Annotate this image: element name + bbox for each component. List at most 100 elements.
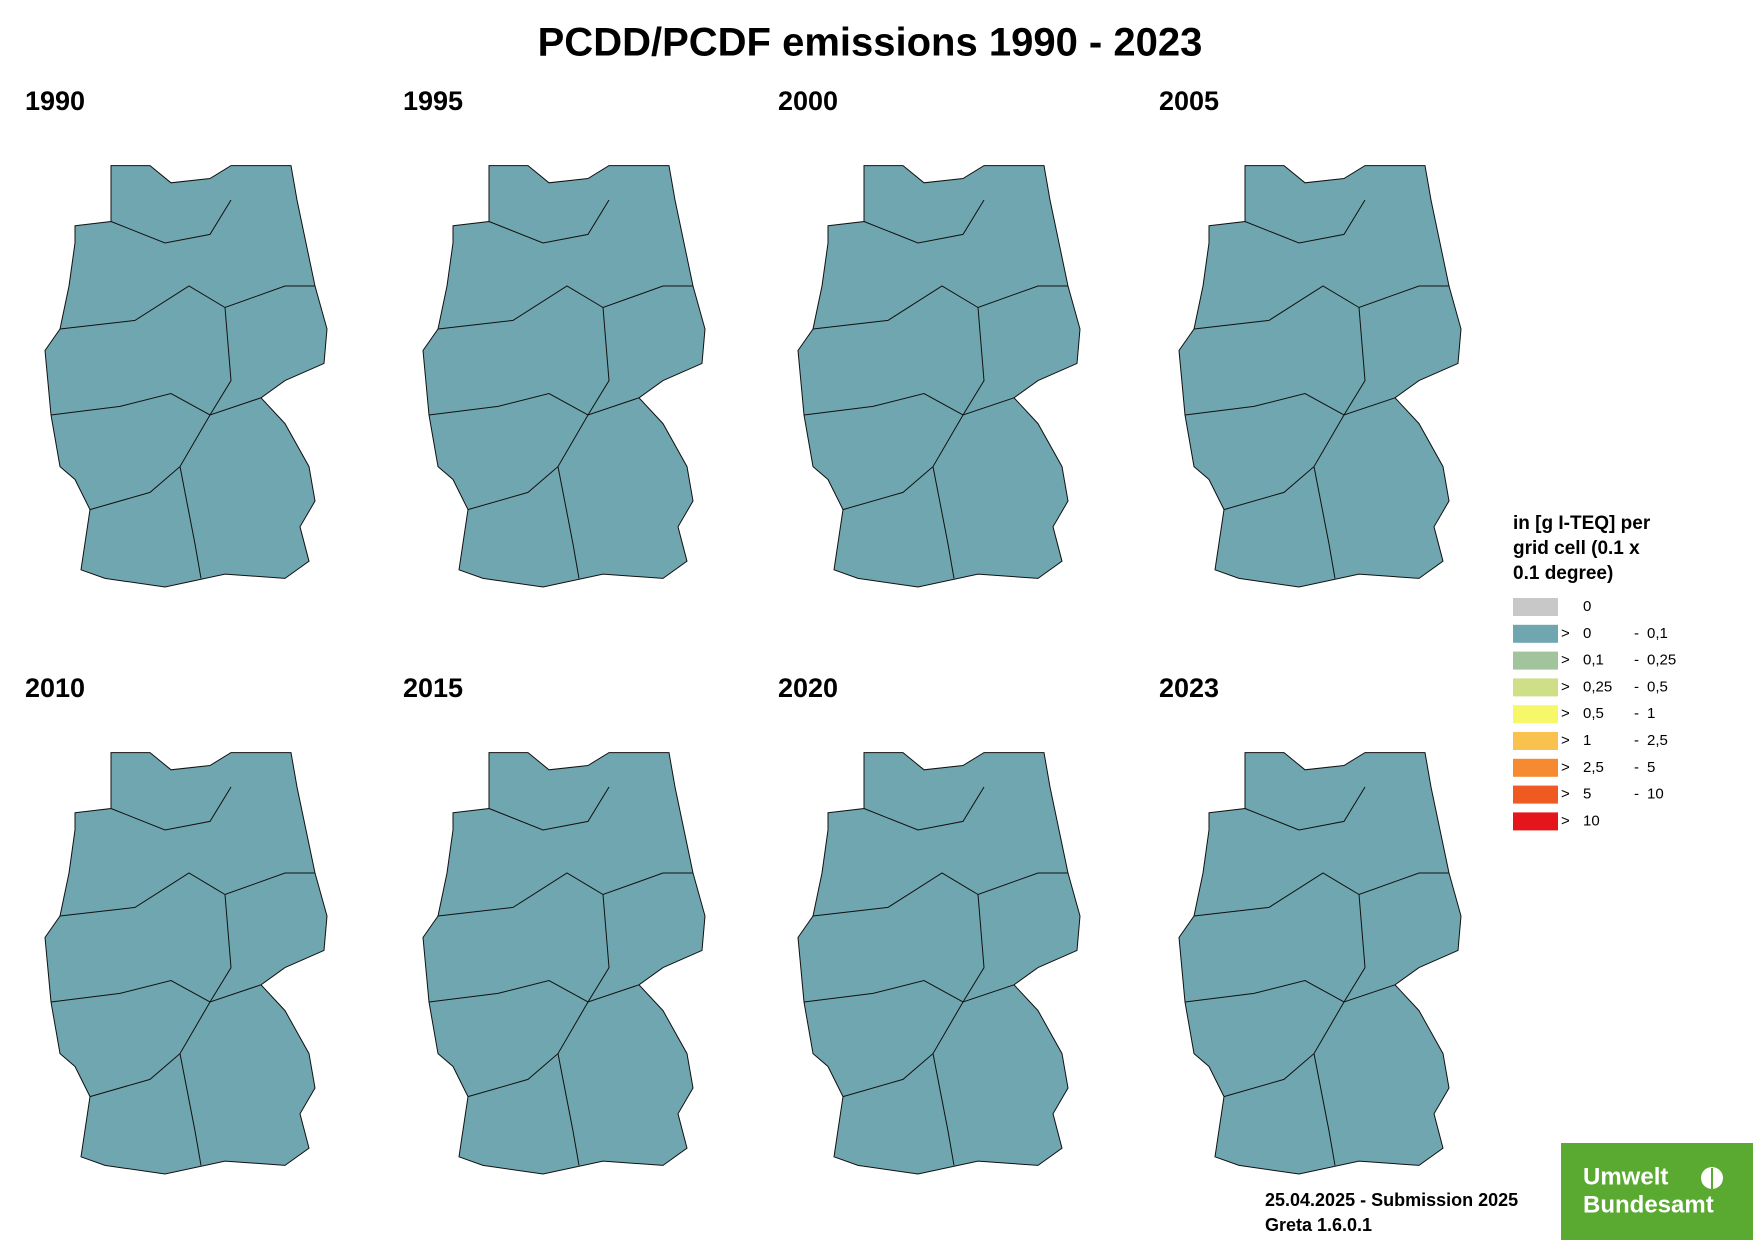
- panel-year: 2000: [778, 86, 838, 116]
- state-border: [1343, 307, 1366, 416]
- state-border: [488, 786, 610, 831]
- state-border: [467, 1001, 589, 1098]
- state-border: [50, 979, 262, 1003]
- map: [1178, 752, 1462, 1175]
- legend-to: 5: [1647, 759, 1655, 776]
- state-border: [1223, 414, 1345, 511]
- legend-swatch: [1513, 678, 1558, 697]
- state-border: [1313, 466, 1336, 579]
- logo-tree: [1701, 1167, 1723, 1192]
- state-border: [428, 392, 640, 416]
- state-border: [1244, 199, 1366, 244]
- legend-from: 0,5: [1583, 705, 1604, 722]
- state-border: [179, 1053, 202, 1166]
- state-border: [110, 786, 232, 831]
- state-border: [962, 307, 985, 416]
- state-border: [932, 1053, 955, 1166]
- legend-swatch: [1513, 624, 1558, 643]
- panel-year: 2023: [1159, 673, 1219, 703]
- panel-year: 1990: [25, 86, 85, 116]
- state-border: [557, 1053, 580, 1166]
- state-border: [842, 1001, 964, 1098]
- state-border: [803, 392, 1015, 416]
- state-border: [962, 894, 985, 1003]
- legend-to: 10: [1647, 786, 1664, 803]
- map: [44, 752, 328, 1175]
- legend-swatch: [1513, 705, 1558, 724]
- legend-swatch: [1513, 785, 1558, 804]
- state-border: [179, 466, 202, 579]
- map: [797, 752, 1081, 1175]
- legend-dash: -: [1634, 625, 1639, 642]
- state-border: [1313, 1053, 1336, 1166]
- country-area: [422, 165, 706, 588]
- map: [422, 165, 706, 588]
- state-border: [812, 285, 1068, 330]
- legend-from: 0: [1583, 598, 1591, 615]
- state-border: [1184, 979, 1396, 1003]
- state-border: [59, 872, 315, 917]
- legend-dash: -: [1634, 678, 1639, 695]
- legend-sign: >: [1561, 652, 1570, 669]
- legend-dash: -: [1634, 786, 1639, 803]
- legend-title: 0.1 degree): [1513, 563, 1613, 584]
- title: PCDD/PCDF emissions 1990 - 2023: [538, 21, 1203, 65]
- country-area: [44, 752, 328, 1175]
- state-border: [89, 1001, 211, 1098]
- state-border: [587, 307, 610, 416]
- state-border: [428, 979, 640, 1003]
- state-border: [803, 979, 1015, 1003]
- legend-from: 10: [1583, 812, 1600, 829]
- state-border: [1343, 894, 1366, 1003]
- state-border: [437, 285, 693, 330]
- legend-from: 1: [1583, 732, 1591, 749]
- country-area: [1178, 752, 1462, 1175]
- panel-year: 2005: [1159, 86, 1219, 116]
- state-border: [467, 414, 589, 511]
- legend-dash: -: [1634, 705, 1639, 722]
- legend-to: 0,5: [1647, 678, 1668, 695]
- state-border: [1193, 285, 1449, 330]
- logo-text: Umwelt: [1583, 1163, 1668, 1190]
- legend-from: 0,1: [1583, 652, 1604, 669]
- logo-box: [1561, 1143, 1753, 1240]
- state-border: [437, 872, 693, 917]
- state-border: [863, 786, 985, 831]
- legend-dash: -: [1634, 732, 1639, 749]
- state-border: [1244, 786, 1366, 831]
- country-area: [797, 752, 1081, 1175]
- country-area: [1178, 165, 1462, 588]
- legend-sign: >: [1561, 759, 1570, 776]
- legend-swatch: [1513, 812, 1558, 831]
- legend-swatch: [1513, 651, 1558, 670]
- map: [1178, 165, 1462, 588]
- legend-sign: >: [1561, 625, 1570, 642]
- legend-sign: >: [1561, 705, 1570, 722]
- state-border: [50, 392, 262, 416]
- legend-to: 0,25: [1647, 652, 1676, 669]
- legend-dash: -: [1634, 759, 1639, 776]
- map: [797, 165, 1081, 588]
- legend-to: 1: [1647, 705, 1655, 722]
- legend-title: in [g I-TEQ] per: [1513, 513, 1651, 534]
- state-border: [89, 414, 211, 511]
- state-border: [209, 307, 232, 416]
- state-border: [863, 199, 985, 244]
- legend-dash: -: [1634, 652, 1639, 669]
- panel-year: 2020: [778, 673, 838, 703]
- legend-from: 0: [1583, 625, 1591, 642]
- legend-from: 2,5: [1583, 759, 1604, 776]
- panel-year: 1995: [403, 86, 463, 116]
- panel-year: 2010: [25, 673, 85, 703]
- legend-sign: >: [1561, 786, 1570, 803]
- legend-swatch: [1513, 758, 1558, 777]
- map: [422, 752, 706, 1175]
- version: Greta 1.6.0.1: [1265, 1215, 1372, 1235]
- country-area: [44, 165, 328, 588]
- legend-sign: >: [1561, 678, 1570, 695]
- state-border: [932, 466, 955, 579]
- state-border: [59, 285, 315, 330]
- state-border: [209, 894, 232, 1003]
- state-border: [842, 414, 964, 511]
